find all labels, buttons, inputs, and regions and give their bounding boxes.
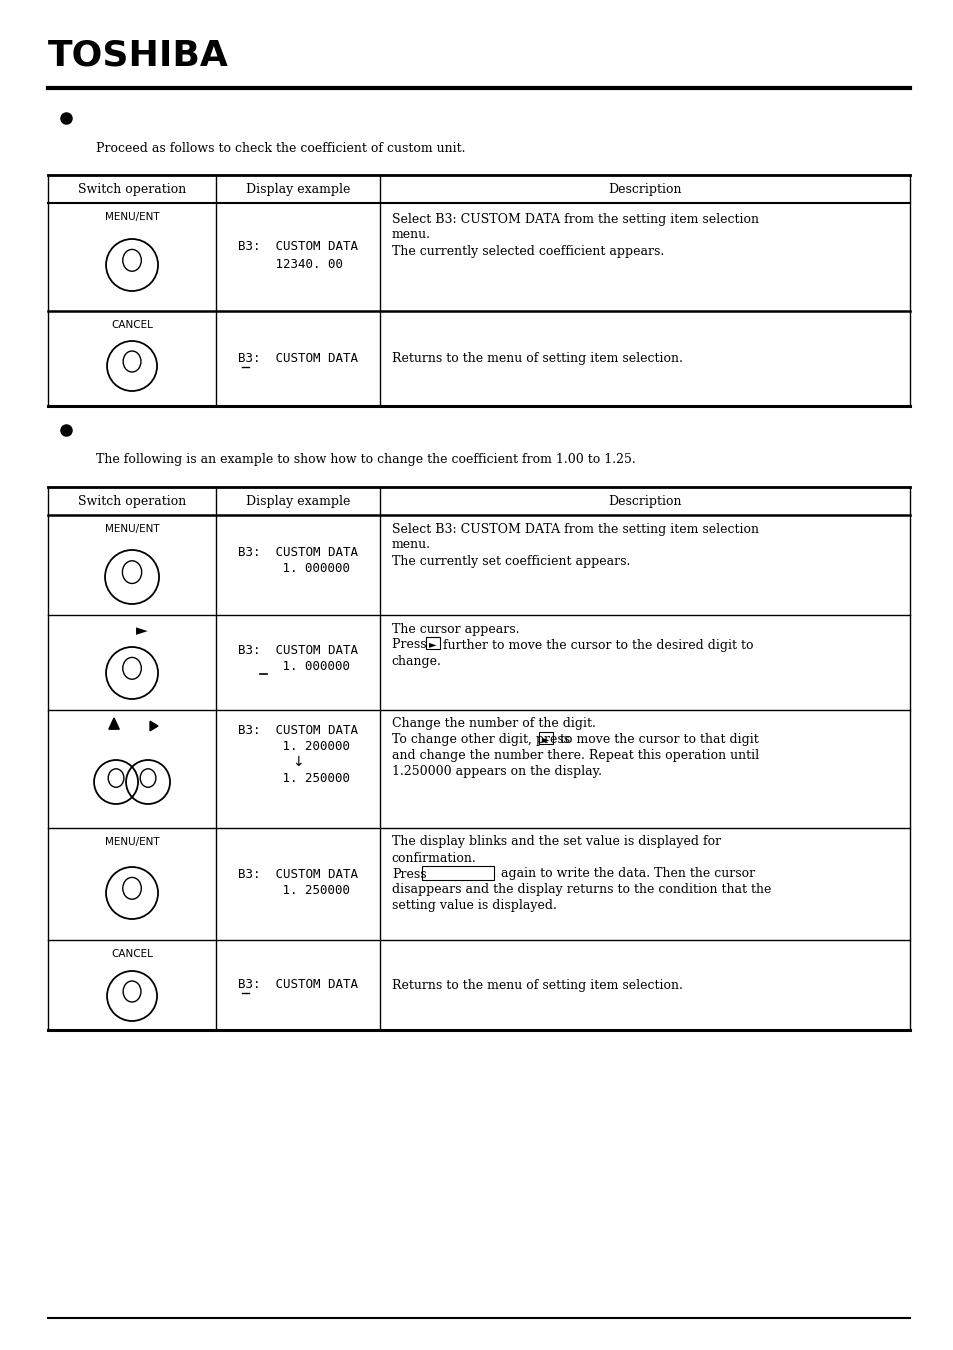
Text: Display example: Display example bbox=[246, 494, 350, 508]
Text: Proceed as follows to check the coefficient of custom unit.: Proceed as follows to check the coeffici… bbox=[96, 142, 465, 154]
Text: MENU/ENT: MENU/ENT bbox=[105, 837, 159, 846]
Text: Select B3: CUSTOM DATA from the setting item selection: Select B3: CUSTOM DATA from the setting … bbox=[392, 212, 758, 225]
Text: Press: Press bbox=[392, 639, 430, 652]
Text: Returns to the menu of setting item selection.: Returns to the menu of setting item sele… bbox=[392, 979, 682, 991]
Text: The currently selected coefficient appears.: The currently selected coefficient appea… bbox=[392, 244, 663, 258]
Text: menu.: menu. bbox=[392, 228, 431, 242]
Text: Switch operation: Switch operation bbox=[78, 182, 186, 196]
Text: 1. 000000: 1. 000000 bbox=[245, 563, 350, 575]
Text: 1. 200000: 1. 200000 bbox=[245, 740, 350, 752]
Text: B3:  CUSTOM DATA: B3: CUSTOM DATA bbox=[237, 240, 357, 254]
FancyBboxPatch shape bbox=[425, 637, 439, 649]
Text: B3:  CUSTOM DATA: B3: CUSTOM DATA bbox=[237, 547, 357, 559]
Text: further to move the cursor to the desired digit to: further to move the cursor to the desire… bbox=[442, 639, 753, 652]
Text: and change the number there. Repeat this operation until: and change the number there. Repeat this… bbox=[392, 749, 759, 763]
Text: B3:  CUSTOM DATA: B3: CUSTOM DATA bbox=[237, 868, 357, 880]
Text: 1. 250000: 1. 250000 bbox=[245, 771, 350, 784]
Text: Returns to the menu of setting item selection.: Returns to the menu of setting item sele… bbox=[392, 352, 682, 365]
Text: ►: ► bbox=[429, 639, 436, 649]
Text: again to write the data. Then the cursor: again to write the data. Then the cursor bbox=[497, 868, 754, 880]
Text: Change the number of the digit.: Change the number of the digit. bbox=[392, 717, 595, 730]
Text: disappears and the display returns to the condition that the: disappears and the display returns to th… bbox=[392, 883, 770, 896]
Text: CANCEL: CANCEL bbox=[111, 949, 152, 958]
FancyBboxPatch shape bbox=[421, 865, 494, 880]
Text: MENU/ENT: MENU/ENT bbox=[105, 524, 159, 535]
Text: 12340. 00: 12340. 00 bbox=[253, 258, 343, 271]
Text: To change other digit, press: To change other digit, press bbox=[392, 733, 574, 747]
Text: B3:  CUSTOM DATA: B3: CUSTOM DATA bbox=[237, 979, 357, 991]
Text: change.: change. bbox=[392, 655, 441, 667]
Text: Switch operation: Switch operation bbox=[78, 494, 186, 508]
Text: Select B3: CUSTOM DATA from the setting item selection: Select B3: CUSTOM DATA from the setting … bbox=[392, 522, 758, 536]
Text: setting value is displayed.: setting value is displayed. bbox=[392, 899, 557, 913]
Text: 1. 250000: 1. 250000 bbox=[245, 883, 350, 896]
Text: The display blinks and the set value is displayed for: The display blinks and the set value is … bbox=[392, 836, 720, 849]
Text: Description: Description bbox=[608, 182, 681, 196]
Text: ►: ► bbox=[541, 734, 549, 744]
Text: CANCEL: CANCEL bbox=[111, 320, 152, 329]
Text: Press: Press bbox=[392, 868, 426, 880]
Text: The following is an example to show how to change the coefficient from 1.00 to 1: The following is an example to show how … bbox=[96, 454, 635, 467]
Text: TOSHIBA: TOSHIBA bbox=[48, 38, 229, 72]
Text: menu.: menu. bbox=[392, 539, 431, 552]
Text: The currently set coefficient appears.: The currently set coefficient appears. bbox=[392, 555, 630, 567]
Polygon shape bbox=[109, 718, 119, 729]
Text: ↓: ↓ bbox=[292, 755, 303, 770]
Text: MENU/ENT: MENU/ENT bbox=[105, 212, 159, 221]
Text: Description: Description bbox=[608, 494, 681, 508]
Text: 1.250000 appears on the display.: 1.250000 appears on the display. bbox=[392, 765, 601, 779]
Text: ►: ► bbox=[136, 624, 148, 639]
Text: B3:  CUSTOM DATA: B3: CUSTOM DATA bbox=[237, 352, 357, 365]
FancyBboxPatch shape bbox=[538, 732, 553, 744]
Text: to move the cursor to that digit: to move the cursor to that digit bbox=[556, 733, 758, 747]
Text: Display example: Display example bbox=[246, 182, 350, 196]
Polygon shape bbox=[150, 721, 158, 730]
Text: B3:  CUSTOM DATA: B3: CUSTOM DATA bbox=[237, 724, 357, 737]
Text: B3:  CUSTOM DATA: B3: CUSTOM DATA bbox=[237, 644, 357, 657]
Text: 1. 000000: 1. 000000 bbox=[245, 660, 350, 674]
Text: confirmation.: confirmation. bbox=[392, 852, 476, 864]
Text: The cursor appears.: The cursor appears. bbox=[392, 622, 518, 636]
